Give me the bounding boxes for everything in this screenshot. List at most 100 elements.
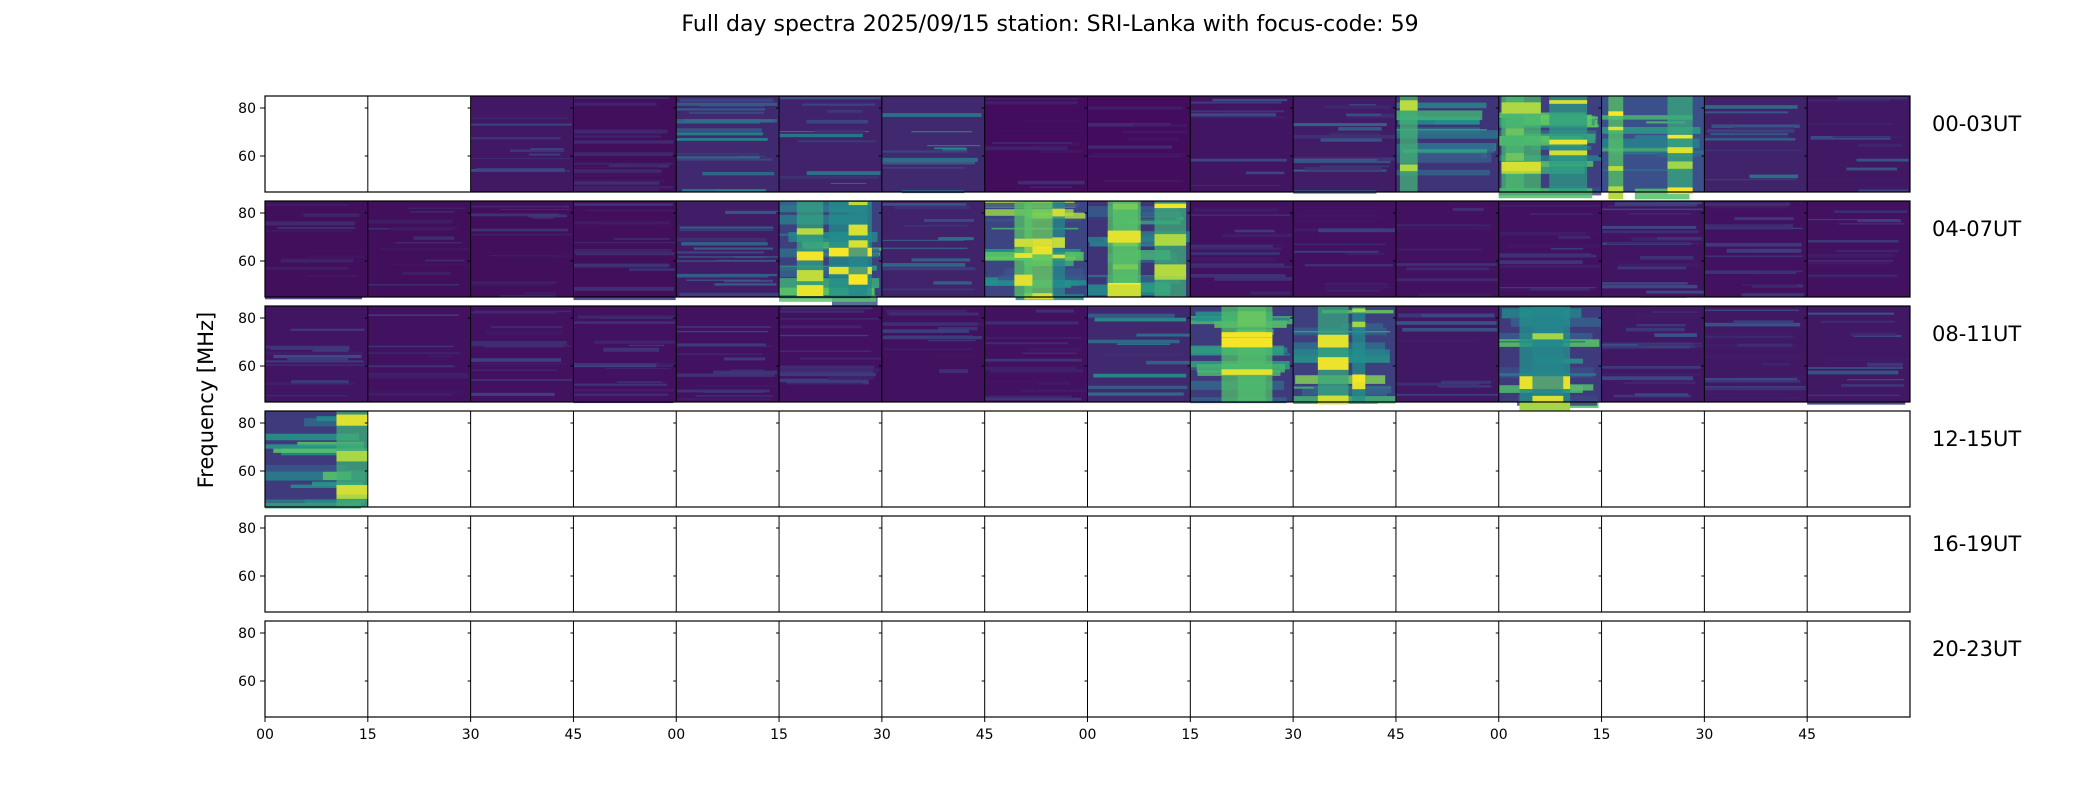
spectrum-panel [364, 516, 471, 612]
spectrum-stripe [1223, 112, 1276, 114]
empty-panel [1498, 411, 1602, 507]
spectrum-stripe [1023, 120, 1082, 122]
spectrum-stripe [830, 182, 867, 184]
burst-band [1221, 306, 1273, 402]
spectrum-panel [1701, 201, 1808, 297]
spectrum-stripe [1395, 339, 1479, 343]
spectrum-stripe [1710, 397, 1802, 399]
spectrum-stripe [470, 313, 556, 316]
empty-panel [573, 516, 677, 612]
spectrum-stripe [1297, 213, 1380, 217]
spectrum-stripe [1094, 317, 1186, 322]
spectrum-panel [1187, 306, 1294, 404]
spectrum-panel [981, 621, 1088, 717]
spectra-row [265, 201, 1910, 306]
spectrum-stripe [881, 267, 976, 271]
spectrum-stripe [470, 379, 572, 381]
spectrum-panel [981, 201, 1088, 301]
spectrum-stripe [1856, 158, 1909, 162]
spectrum-panel [1804, 96, 1910, 193]
spectrum-stripe [1133, 124, 1188, 127]
empty-panel [1395, 516, 1499, 612]
spectrum-stripe [676, 238, 767, 242]
spectrum-stripe [395, 242, 462, 244]
spectrum-stripe [573, 102, 657, 106]
burst-highlight [1501, 102, 1541, 114]
spectra-row [265, 96, 1910, 200]
spectrum-stripe [1320, 165, 1390, 168]
spectrum-stripe [1395, 169, 1491, 176]
spectrum-stripe [1601, 376, 1693, 381]
spectrum-stripe [628, 268, 676, 271]
spectrum-stripe [676, 152, 760, 156]
empty-panel [1601, 621, 1705, 717]
spectrum-stripe [886, 309, 967, 314]
empty-panel [367, 621, 471, 717]
spectrum-stripe [676, 390, 761, 393]
spectrum-stripe [714, 283, 777, 286]
spectrum-stripe [881, 167, 965, 169]
spectrum-stripe [814, 129, 865, 133]
spectrum-stripe [1601, 138, 1700, 149]
spectrum-stripe [1395, 130, 1499, 139]
spectrum-stripe [676, 398, 773, 400]
burst-highlight [1352, 382, 1366, 390]
spectra-row [265, 516, 1910, 612]
burst-highlight [1352, 308, 1366, 313]
spectrum-stripe [806, 171, 881, 176]
spectrum-stripe [911, 131, 972, 133]
spectrum-stripe [1039, 149, 1084, 153]
spectrum-stripe [573, 166, 659, 169]
burst-highlight [848, 201, 868, 206]
spectrum-panel [1392, 96, 1499, 192]
spectrum-stripe [799, 357, 882, 360]
burst-highlight [336, 485, 368, 495]
spectrum-stripe [884, 335, 973, 337]
burst-highlight [1154, 203, 1187, 209]
empty-panel [573, 621, 677, 717]
spectrum-stripe [1704, 270, 1797, 274]
spectrum-stripe [1324, 105, 1391, 109]
spectrum-stripe [1601, 169, 1688, 172]
spectrum-stripe [470, 282, 554, 286]
empty-panel [779, 621, 882, 717]
spectrum-stripe [676, 138, 768, 141]
spectrum-stripe [676, 273, 777, 277]
burst-highlight [1399, 100, 1418, 111]
spectrum-panel [1290, 516, 1396, 612]
row-frame [264, 305, 1911, 403]
spectra-row [265, 411, 1910, 509]
spectrum-panel [776, 201, 882, 306]
spectrum-stripe [802, 103, 876, 106]
spectrum-stripe [470, 213, 560, 217]
spectrum-stripe [470, 137, 561, 140]
spectrum-stripe [1017, 180, 1085, 185]
spectrum-stripe [573, 243, 665, 246]
burst-highlight [1154, 264, 1187, 276]
spectrum-stripe [1704, 392, 1787, 397]
spectrum-stripe [1324, 283, 1388, 285]
spectrum-stripe [265, 221, 356, 225]
spectrum-panel [265, 96, 368, 192]
spectrum-stripe [1320, 137, 1382, 142]
spectrum-stripe [265, 470, 366, 481]
panel-background [1601, 306, 1705, 402]
y-tick-label: 80 [238, 626, 256, 642]
spectrum-stripe [1651, 310, 1698, 314]
spectrum-panel [1392, 621, 1499, 717]
spectrum-stripe [573, 152, 674, 156]
spectrum-stripe [1610, 150, 1704, 155]
panel-background [265, 201, 368, 297]
spectrum-stripe [367, 219, 453, 224]
spectrum-stripe [1710, 133, 1788, 135]
spectrum-stripe [992, 142, 1073, 144]
y-tick-label: 80 [238, 206, 256, 222]
empty-panel [1807, 411, 1910, 507]
spectrum-stripe [486, 331, 563, 335]
spectrum-stripe [573, 162, 673, 165]
spectrum-panel [1290, 306, 1396, 405]
spectrum-stripe [413, 236, 455, 240]
spectrum-stripe [389, 226, 458, 230]
spectrum-stripe [937, 327, 978, 331]
